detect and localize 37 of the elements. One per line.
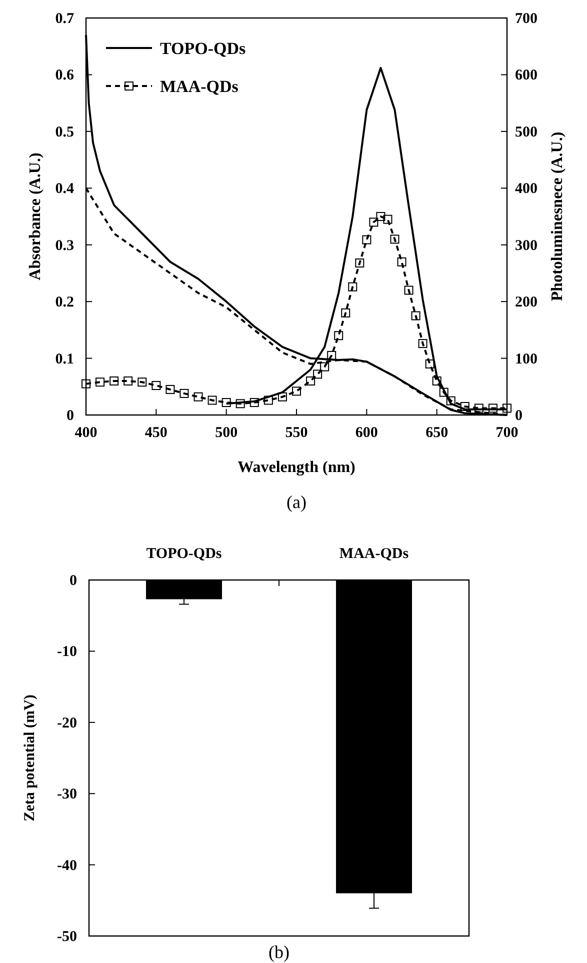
y-axis-title: Absorbance (A.U.) [27, 152, 44, 280]
x-tick-label: 550 [285, 425, 308, 441]
y2-axis-title: Photoluminesnece (A.U.) [549, 132, 566, 302]
y-tick-label: 0.3 [55, 238, 74, 254]
x-tick-label: 450 [144, 425, 168, 441]
y-tick-label: -10 [57, 644, 77, 660]
text: (b) [268, 942, 290, 962]
y2-tick-label: 500 [515, 124, 538, 140]
y-tick-label: 0.1 [55, 351, 74, 368]
x-axis-title: Wavelength (nm) [238, 459, 356, 476]
text: (a) [286, 492, 306, 512]
y-tick-label: 0.4 [55, 181, 74, 198]
y-tick-label: -30 [57, 786, 77, 803]
y-tick-label: 0 [70, 573, 77, 589]
x-tick-label: 500 [215, 425, 238, 441]
y-tick-label: 0.7 [55, 11, 74, 27]
x-tick-label: 700 [496, 425, 518, 441]
y-tick-label: 0.5 [55, 124, 74, 140]
y2-tick-label: 300 [515, 238, 538, 254]
y-tick-label: 0 [66, 408, 74, 424]
y2-tick-label: 100 [515, 351, 538, 368]
y-tick-label: -20 [57, 715, 77, 732]
y2-tick-label: 600 [515, 68, 538, 84]
y2-tick-label: 200 [515, 294, 538, 311]
y-tick-label: 0.6 [55, 68, 74, 84]
y2-tick-label: 0 [515, 408, 522, 424]
y-tick-label: 0.2 [55, 294, 74, 311]
y2-tick-label: 400 [515, 181, 538, 198]
y-tick-label: -50 [57, 929, 77, 945]
x-tick-label: 650 [426, 425, 448, 441]
legend-label: TOPO-QDs [160, 39, 246, 58]
x-tick-label: 400 [74, 425, 98, 441]
y-axis-title: Zeta potential (mV) [22, 694, 38, 822]
legend-label: MAA-QDs [160, 77, 239, 96]
x-tick-label: 600 [355, 425, 378, 441]
y-tick-label: -40 [57, 858, 77, 874]
y2-tick-label: 700 [515, 11, 538, 27]
